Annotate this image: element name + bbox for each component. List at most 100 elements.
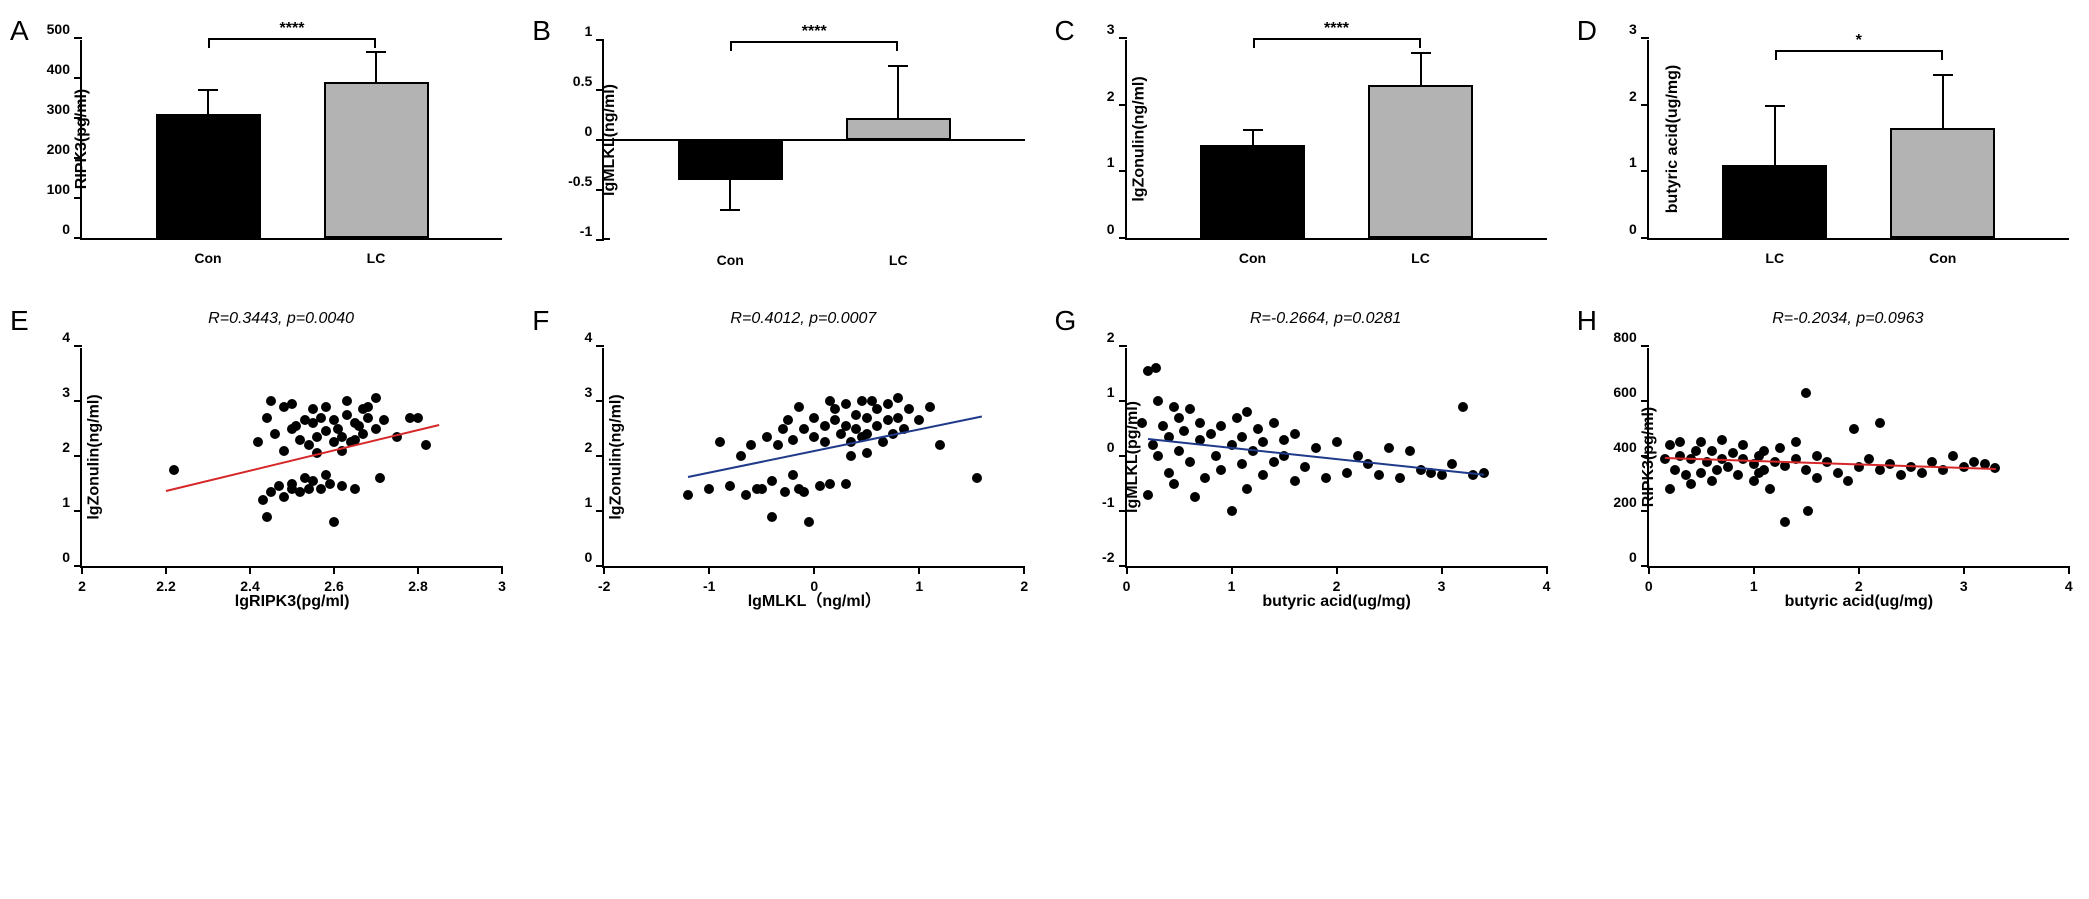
scatter-point (1696, 468, 1706, 478)
scatter-chart-H: RIPK3(pg/ml) butyric acid(ug/mg) 0200400… (1647, 348, 2069, 568)
scatter-point (342, 396, 352, 406)
scatter-point (363, 402, 373, 412)
scatter-point (1143, 490, 1153, 500)
scatter-chart-F: lgZonulin(ng/ml) lgMLKL（ng/ml） 01234-2-1… (602, 348, 1024, 568)
bar-chart-D: butyric acid(ug/mg) 0123LCCon* (1647, 40, 2069, 240)
scatter-point (304, 440, 314, 450)
x-tick-label: LC (367, 250, 386, 266)
y-tick-label: 600 (1613, 384, 1636, 400)
scatter-point (371, 393, 381, 403)
scatter-point (321, 402, 331, 412)
x-tick-label: 0 (810, 578, 818, 594)
scatter-point (841, 399, 851, 409)
bar (678, 140, 783, 180)
subtitle: R=0.3443, p=0.0040 (60, 310, 502, 328)
scatter-point (1169, 402, 1179, 412)
scatter-point (337, 481, 347, 491)
panel-H: H R=-0.2034, p=0.0963 RIPK3(pg/ml) butyr… (1587, 310, 2069, 608)
scatter-point (1738, 440, 1748, 450)
scatter-point (1321, 473, 1331, 483)
scatter-point (1269, 418, 1279, 428)
scatter-point (783, 415, 793, 425)
scatter-point (851, 410, 861, 420)
scatter-point (1237, 459, 1247, 469)
scatter-point (1675, 437, 1685, 447)
scatter-point (1395, 473, 1405, 483)
scatter-point (788, 435, 798, 445)
scatter-point (780, 487, 790, 497)
panel-F: F R=0.4012, p=0.0007 lgZonulin(ng/ml) lg… (542, 310, 1024, 608)
scatter-point (794, 402, 804, 412)
scatter-point (788, 470, 798, 480)
scatter-point (258, 495, 268, 505)
scatter-point (329, 517, 339, 527)
y-tick-label: 0 (584, 549, 592, 565)
scatter-point (1253, 424, 1263, 434)
y-tick-label: 0 (584, 123, 592, 139)
scatter-point (1258, 470, 1268, 480)
scatter-point (1158, 421, 1168, 431)
scatter-point (1437, 470, 1447, 480)
scatter-point (1242, 484, 1252, 494)
scatter-point (809, 432, 819, 442)
x-tick-label: 2.2 (156, 578, 175, 594)
scatter-point (1875, 418, 1885, 428)
scatter-point (371, 424, 381, 434)
y-tick-label: 500 (47, 21, 70, 37)
y-axis-label: butyric acid(ug/mg) (1664, 65, 1682, 213)
scatter-point (1179, 426, 1189, 436)
scatter-point (820, 437, 830, 447)
scatter-point (767, 512, 777, 522)
x-tick-label: 2.6 (324, 578, 343, 594)
y-tick-label: 800 (1613, 329, 1636, 345)
x-tick-label: LC (1411, 250, 1430, 266)
bar-chart-B: lgMLKL(ng/ml) -1-0.500.51ConLC**** (602, 40, 1024, 240)
scatter-point (1896, 470, 1906, 480)
scatter-point (1801, 465, 1811, 475)
figure-grid: A RIPK3(pg/ml) 0100200300400500ConLC****… (20, 20, 2069, 608)
y-tick-label: 3 (1107, 21, 1115, 37)
scatter-point (1405, 446, 1415, 456)
y-tick-label: 0 (1629, 549, 1637, 565)
scatter-point (1717, 435, 1727, 445)
y-tick-label: 2 (1107, 88, 1115, 104)
x-tick-label: 3 (1960, 578, 1968, 594)
scatter-point (1765, 484, 1775, 494)
y-tick-label: 0 (62, 549, 70, 565)
scatter-point (1227, 506, 1237, 516)
scatter-point (1833, 468, 1843, 478)
panel-C: C lgZonulin(ng/ml) 0123ConLC**** (1065, 20, 1547, 280)
scatter-point (1665, 484, 1675, 494)
scatter-point (1723, 462, 1733, 472)
scatter-point (935, 440, 945, 450)
scatter-point (972, 473, 982, 483)
scatter-point (287, 399, 297, 409)
scatter-point (279, 492, 289, 502)
scatter-point (846, 451, 856, 461)
scatter-point (725, 481, 735, 491)
x-tick-label: 2 (78, 578, 86, 594)
scatter-point (1843, 476, 1853, 486)
scatter-point (1237, 432, 1247, 442)
scatter-point (746, 440, 756, 450)
y-tick-label: 1 (584, 23, 592, 39)
y-axis-label: lgZonulin(ng/ml) (1130, 76, 1148, 201)
scatter-point (1174, 413, 1184, 423)
scatter-point (1290, 429, 1300, 439)
scatter-point (1969, 457, 1979, 467)
panel-D: D butyric acid(ug/mg) 0123LCCon* (1587, 20, 2069, 280)
scatter-point (1153, 396, 1163, 406)
panel-G: G R=-0.2664, p=0.0281 lgMLKL(pg/ml) buty… (1065, 310, 1547, 608)
scatter-point (820, 421, 830, 431)
scatter-point (1195, 418, 1205, 428)
significance-label: * (1856, 32, 1862, 50)
scatter-point (169, 465, 179, 475)
scatter-point (825, 479, 835, 489)
y-tick-label: 4 (62, 329, 70, 345)
y-axis-label: RIPK3(pg/ml) (73, 89, 91, 189)
scatter-point (757, 484, 767, 494)
scatter-point (893, 413, 903, 423)
scatter-point (308, 418, 318, 428)
scatter-point (741, 490, 751, 500)
scatter-point (1242, 407, 1252, 417)
